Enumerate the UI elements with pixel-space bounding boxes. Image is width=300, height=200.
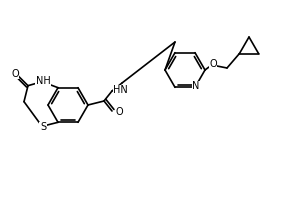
Text: O: O: [11, 69, 19, 79]
Text: O: O: [11, 69, 19, 79]
Text: S: S: [40, 122, 46, 132]
Text: NH: NH: [36, 76, 50, 86]
Text: NH: NH: [36, 76, 50, 86]
Text: S: S: [40, 122, 46, 132]
Text: O: O: [115, 107, 123, 117]
Text: N: N: [192, 81, 200, 91]
Text: O: O: [209, 59, 217, 69]
Text: HN: HN: [113, 85, 128, 95]
